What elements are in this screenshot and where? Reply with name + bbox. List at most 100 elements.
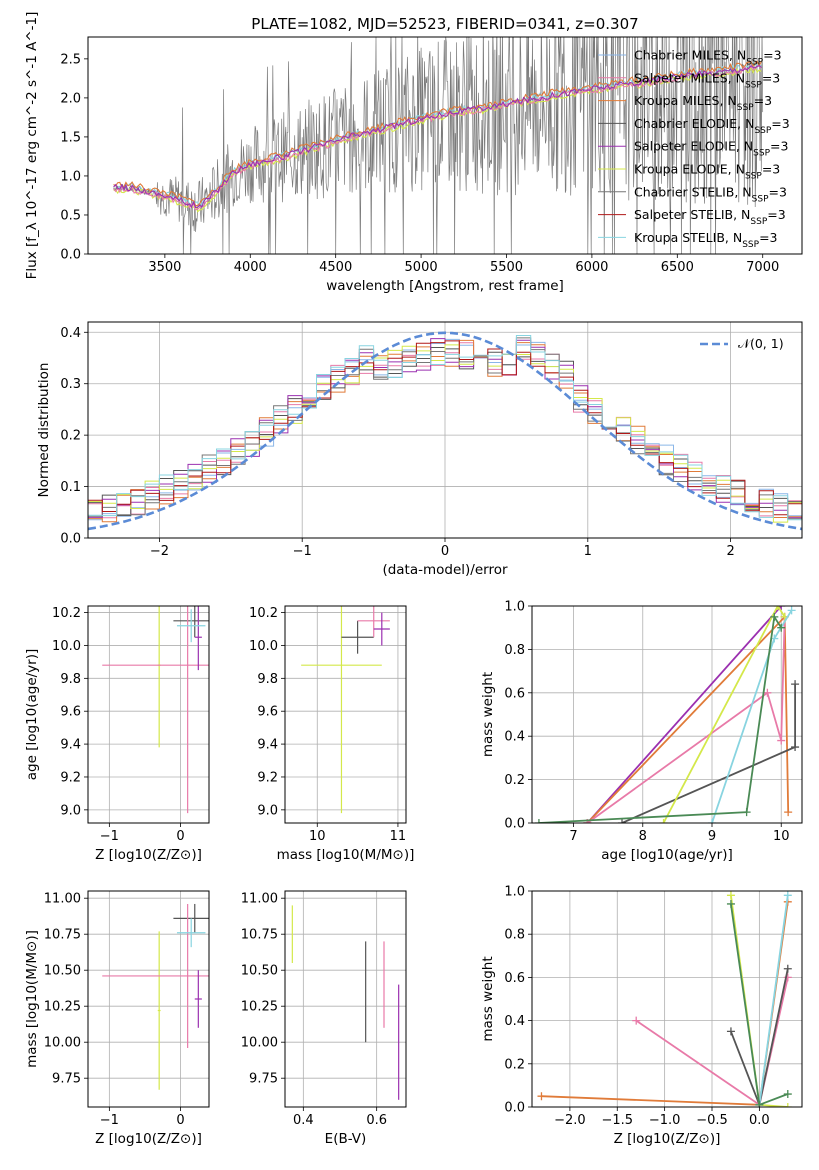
figure-title: PLATE=1082, MJD=52523, FIBERID=0341, z=0… [251,15,638,33]
mass-weight-marker [755,1100,764,1107]
panel-residuals: −2 −1 0 1 2 0.0 0.1 0.2 0.3 0.4 (data-model)/error… [36,321,803,578]
y-tick-label: 0.0 [60,248,81,263]
x-tick-label: −0.5 [696,1113,728,1128]
mass-weight-marker [777,606,786,610]
y-tick-label: 2.5 [60,52,81,67]
x-tick-label: 0.0 [749,1113,770,1128]
x-tick-label: −2 [150,544,169,559]
mass-weight-marker [659,819,668,823]
x-axis-label: age [log10(age/yr)] [601,847,733,863]
y-tick-label: 10.2 [249,606,278,621]
mass-weight-marker [777,623,786,632]
y-tick-label: 9.75 [52,1072,81,1087]
x-axis-label: (data-model)/error [382,562,508,578]
y-tick-label: 10.2 [52,606,81,621]
x-tick-label: 7000 [746,260,779,275]
y-tick-label: 0.4 [504,1014,525,1029]
axes-frame [87,890,210,1108]
y-tick-label: 0.6 [504,971,525,986]
plot-area [113,37,764,254]
y-tick-label: 10.25 [241,1000,278,1015]
x-tick-label: 8 [639,829,647,844]
mass-weight-marker [787,606,796,615]
mass-weight-marker [783,1090,792,1099]
mass-weight-marker [534,819,543,823]
error-bar-point [176,918,206,948]
error-bar-point [173,903,209,933]
plot-area [102,606,209,814]
mass-weight-line [586,616,786,823]
error-bar-point [102,903,209,1048]
mass-weight-marker [783,964,792,973]
plot-area [291,905,400,1100]
x-tick-label: −1 [100,829,119,844]
axes-frame [284,890,407,1108]
y-tick-label: 0.0 [504,817,525,832]
y-tick-label: 9.4 [60,738,81,753]
y-axis-label: age [log10(age/yr)] [24,649,40,781]
panel-age_vs_Z: −1 0 9.0 9.2 9.4 9.6 9.8 10.0 10.2 Z [log10(Z/Z⊙)… [24,605,210,863]
error-bar-point [176,609,206,643]
x-tick-label: −1 [100,1113,119,1128]
x-tick-label: 2 [726,544,734,559]
legend-label-salpeter_stelib: Salpeter STELIB, NSSP=3 [634,207,786,227]
y-tick-label: 2.0 [60,91,81,106]
y-tick-label: 0.6 [504,686,525,701]
mass-weight-marker [726,891,735,900]
x-tick-label: 5000 [405,260,438,275]
mass-weight-marker [618,819,626,823]
y-tick-label: 1.0 [504,885,525,900]
mass-weight-marker [742,808,751,817]
x-tick-label: −2.0 [554,1113,586,1128]
x-tick-label: 4500 [319,260,352,275]
y-tick-label: 9.4 [257,738,278,753]
plot-area [88,331,802,531]
y-tick-label: 9.8 [60,672,81,687]
y-tick-label: 0.8 [504,643,525,658]
mass-weight-marker [777,736,786,745]
y-tick-label: 9.6 [60,705,81,720]
x-axis-label: Z [log10(Z/Z⊙)] [95,847,202,863]
x-tick-label: 1 [584,544,592,559]
y-tick-label: 10.50 [241,964,278,979]
mass-weight-marker [763,688,772,697]
legend-label-chabrier_stelib: Chabrier STELIB, NSSP=3 [634,184,787,204]
x-axis-label: mass [log10(M/M⊙)] [277,847,415,863]
legend-label-normal: 𝒩(0, 1) [738,336,784,351]
axes-frame [87,321,803,539]
axes-frame [531,605,803,824]
y-tick-label: 9.0 [60,803,81,818]
x-tick-label: 10 [309,829,326,844]
error-bar-point [301,606,382,814]
plot-area [301,606,390,814]
mass-weight-line [758,895,789,1105]
y-axis-label: Flux [f_λ 10^-17 erg cm^-2 s^-1 A^-1] [24,12,40,280]
error-bar-point [194,606,202,671]
mass-weight-marker [791,743,800,752]
panel-massweight_vs_Z: −2.0 −1.5 −1.0 −0.5 0.0 0.0 0.2 0.4 0.6 0.8 1.0 Z [… [480,885,803,1147]
mass-weight-marker [783,1103,792,1107]
x-tick-label: 7 [569,829,577,844]
legend-label-kroupa_stelib: Kroupa STELIB, NSSP=3 [634,230,778,250]
legend-label-salpeter_miles: Salpeter MILES, NSSP=3 [634,70,780,90]
spectrum-model-salpeter_elodie [113,64,762,209]
y-axis-label: mass weight [480,956,496,1041]
x-axis-label: Z [log10(Z/Z⊙)] [614,1131,721,1147]
y-tick-label: 1.0 [504,600,525,615]
mass-weight-marker [537,1092,546,1101]
axes-frame [87,36,803,255]
y-tick-label: 11.00 [241,892,278,907]
y-tick-label: 0.0 [60,532,81,547]
y-tick-label: 0.1 [60,480,81,495]
y-tick-label: 9.0 [257,803,278,818]
y-tick-label: 10.75 [44,928,81,943]
y-tick-label: 10.0 [249,639,278,654]
legend-label-chabrier_elodie: Chabrier ELODIE, NSSP=3 [634,116,790,136]
y-tick-label: 0.8 [504,928,525,943]
y-tick-label: 0.5 [60,208,81,223]
normal-curve [88,331,802,531]
y-tick-label: 0.4 [504,730,525,745]
error-bar-point [102,606,209,814]
spectrum-data-trace [113,37,764,254]
error-bar-point [157,931,161,1090]
